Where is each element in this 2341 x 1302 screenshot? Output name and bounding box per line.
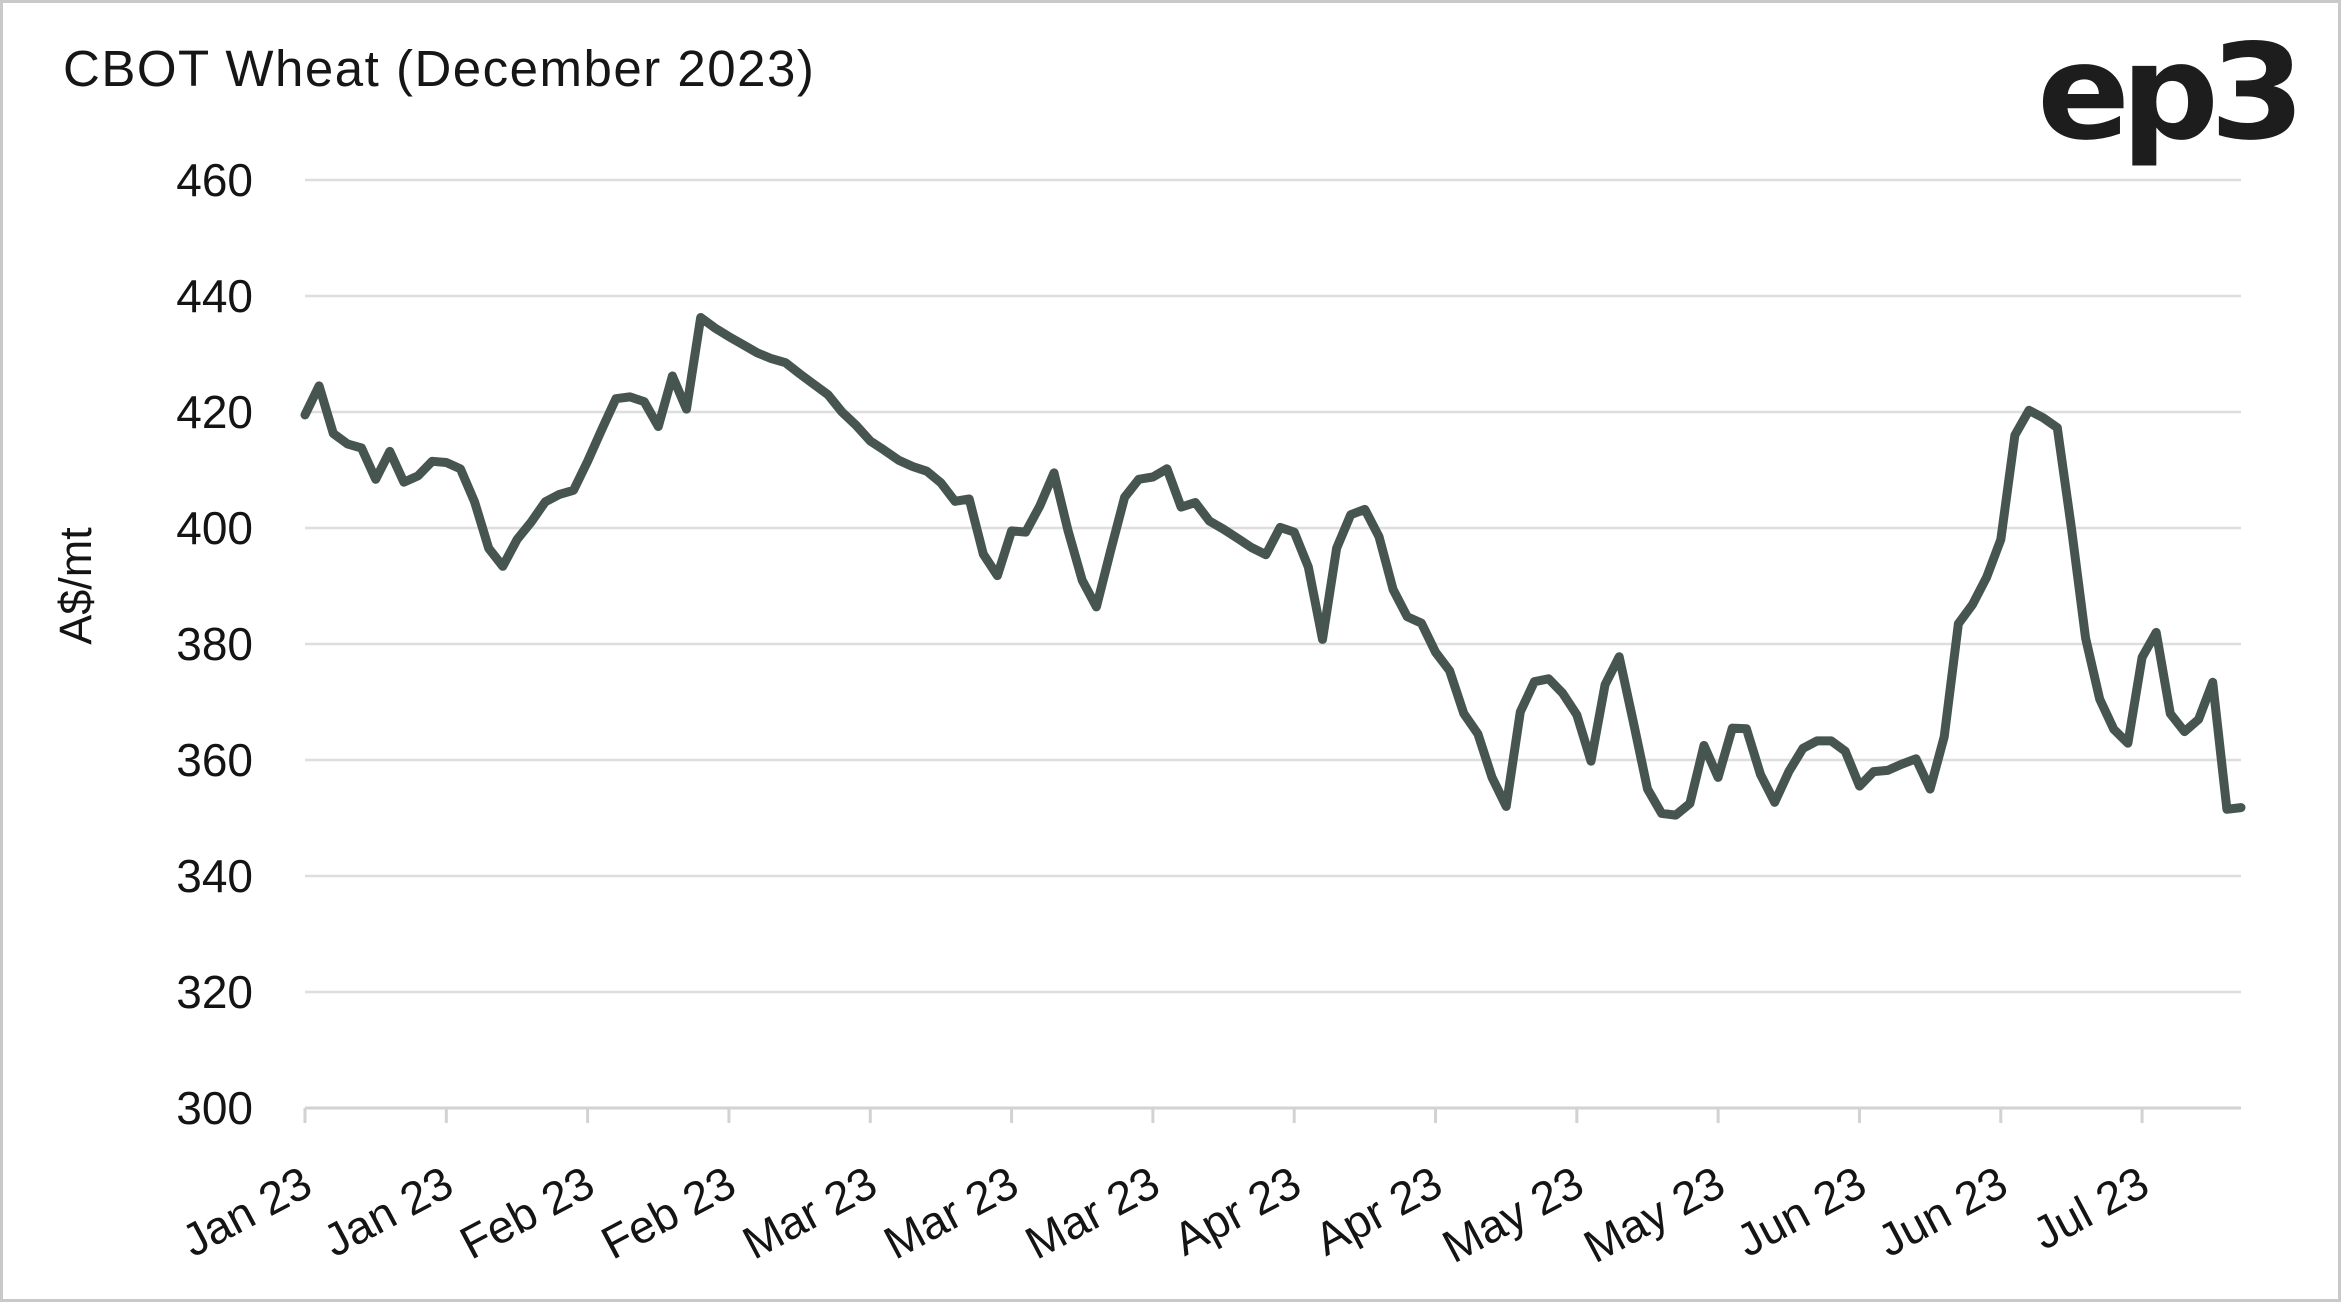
x-tick-label: Apr 23 <box>1306 1156 1450 1266</box>
y-tick-label: 460 <box>176 154 253 206</box>
x-tick-label: Mar 23 <box>734 1156 885 1269</box>
y-tick-label: 400 <box>176 502 253 554</box>
x-tick-label: May 23 <box>1575 1156 1733 1273</box>
x-tick-label: Jan 23 <box>173 1156 319 1267</box>
x-tick-label: May 23 <box>1434 1156 1592 1273</box>
y-axis-title: A$/mt <box>50 527 101 645</box>
x-tick-label: Jan 23 <box>315 1156 461 1267</box>
x-tick-label: Jun 23 <box>1728 1156 1874 1267</box>
y-tick-label: 380 <box>176 618 253 670</box>
price-line-series <box>300 313 2246 820</box>
y-tick-label: 320 <box>176 966 253 1018</box>
x-tick-label: Mar 23 <box>875 1156 1026 1269</box>
chart-title: CBOT Wheat (December 2023) <box>63 40 816 97</box>
y-tick-label: 440 <box>176 270 253 322</box>
y-tick-label: 300 <box>176 1082 253 1134</box>
x-tick-label: Jun 23 <box>1869 1156 2015 1267</box>
x-tick-label: Feb 23 <box>451 1156 602 1269</box>
x-tick-label: Mar 23 <box>1017 1156 1168 1269</box>
y-axis-labels: 300 320 340 360 380 400 420 440 460 <box>176 154 253 1134</box>
ep3-logo: ep3 <box>2037 16 2305 170</box>
y-tick-label: 420 <box>176 386 253 438</box>
y-tick-label: 340 <box>176 850 253 902</box>
gridlines <box>305 178 2241 1110</box>
y-tick-label: 360 <box>176 734 253 786</box>
x-tick-label: Feb 23 <box>593 1156 744 1269</box>
x-tick-label: Jul 23 <box>2024 1156 2157 1260</box>
x-tick-label: Apr 23 <box>1165 1156 1309 1266</box>
x-axis-ticks <box>303 1108 2144 1123</box>
